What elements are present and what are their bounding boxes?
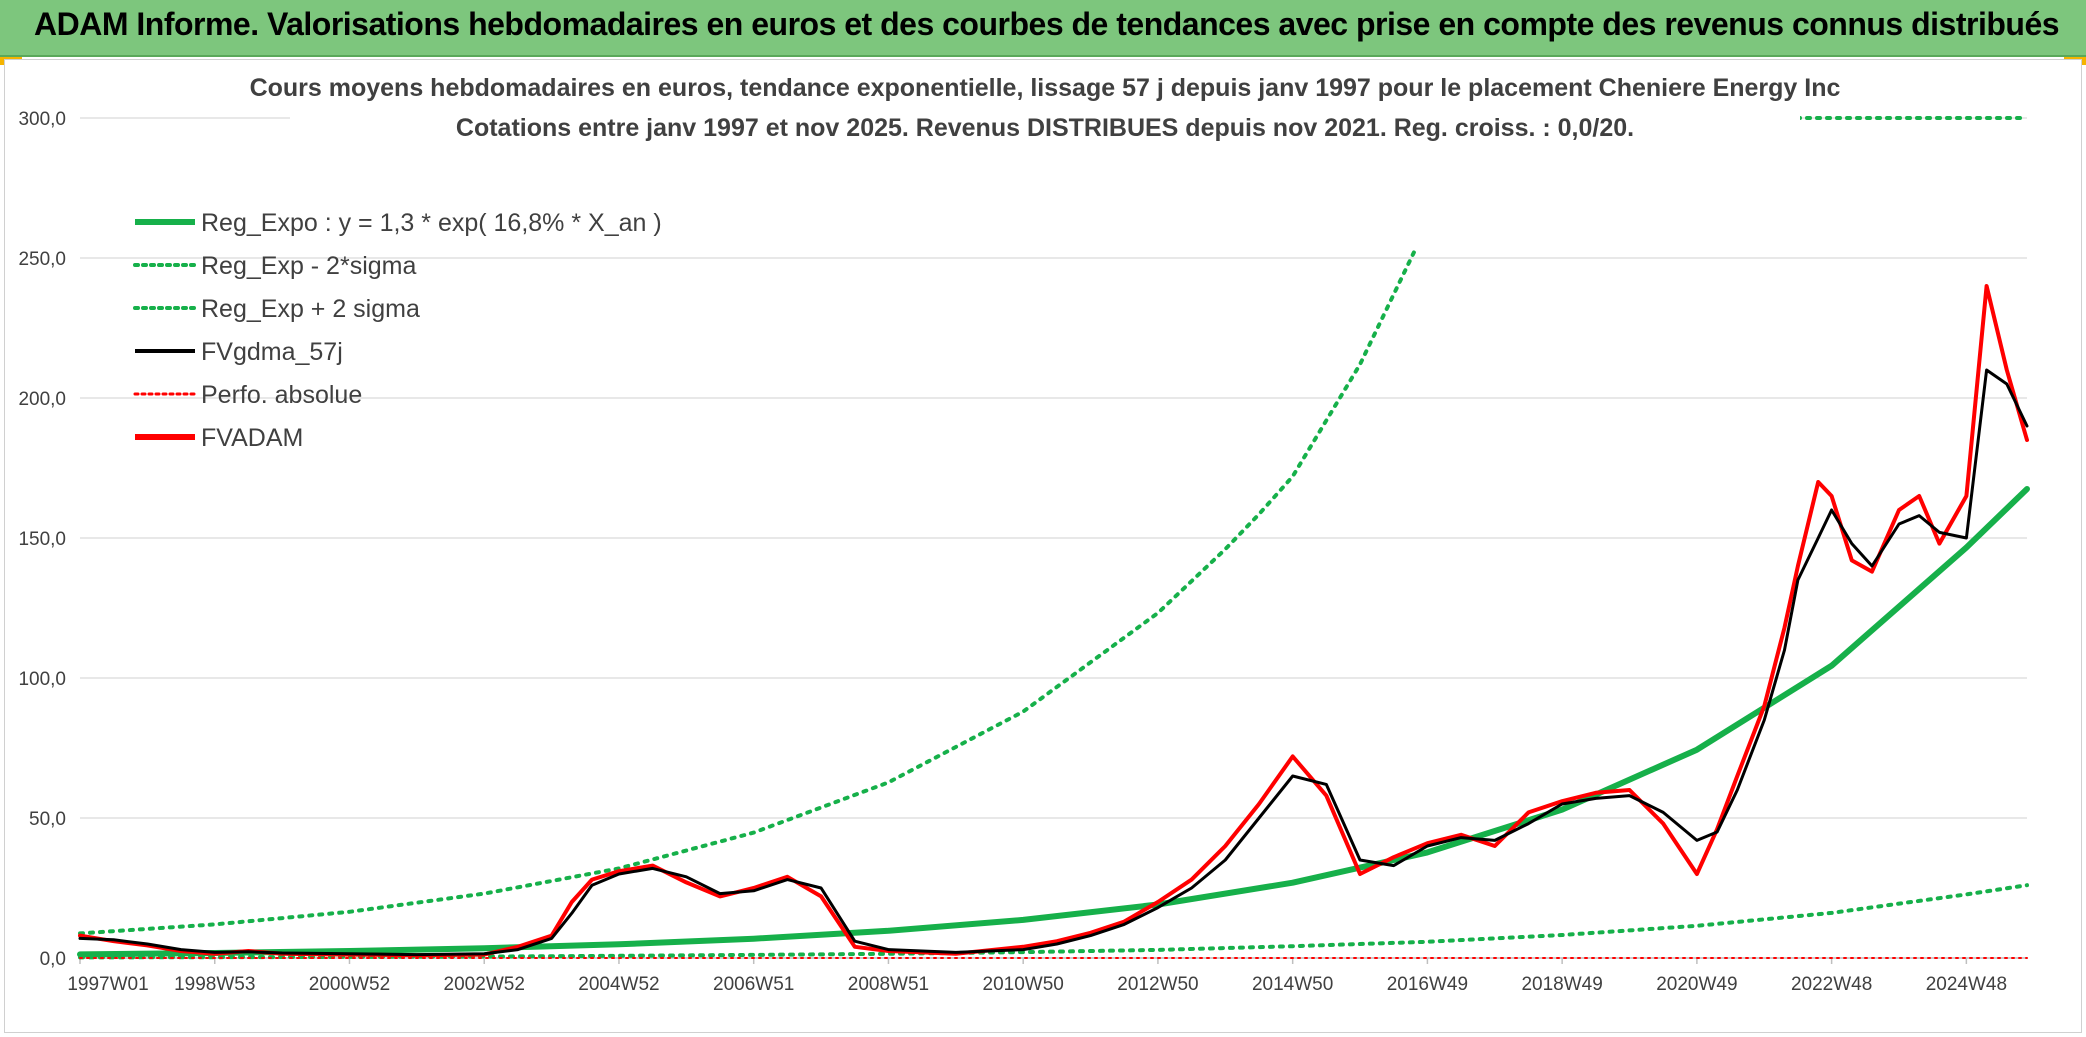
y-tick-label: 150,0 [18, 529, 66, 550]
legend-item-perfo: Perfo. absolue [133, 381, 362, 409]
y-tick-label: 250,0 [18, 249, 66, 270]
series-layer [77, 116, 2030, 960]
legend-label-fvgdma: FVgdma_57j [201, 338, 343, 366]
y-tick-label: 0,0 [40, 949, 66, 970]
legend-item-reg-exp-plus: Reg_Exp + 2 sigma [133, 295, 420, 323]
x-tick-label: 2008W51 [848, 974, 929, 995]
x-tick-label: 2006W51 [713, 974, 794, 995]
x-tick-label: 2022W48 [1791, 974, 1872, 995]
x-tick-label: 1998W53 [174, 974, 255, 995]
x-tick-label: 2018W49 [1521, 974, 1602, 995]
legend-label-perfo: Perfo. absolue [201, 381, 362, 409]
chart-grid [80, 117, 2027, 959]
legend-label-fvadam: FVADAM [201, 424, 303, 452]
chart-area: 0,0 50,0 100,0 150,0 200,0 250,0 300,0 1997W01… [4, 59, 2082, 1033]
x-tick-label: 2016W49 [1387, 974, 1468, 995]
y-tick-label: 100,0 [18, 669, 66, 690]
legend-item-fvgdma: FVgdma_57j [135, 338, 343, 366]
x-tick-label: 2010W50 [983, 974, 1064, 995]
x-tick-label: 2002W52 [444, 974, 525, 995]
legend-item-reg-expo: Reg_Expo : y = 1,3 * exp( 16,8% * X_an ) [135, 209, 662, 237]
legend-label-reg-exp-plus: Reg_Exp + 2 sigma [201, 295, 420, 323]
series-reg-exp-minus-2sigma [78, 883, 2029, 960]
chart-title-line-1: Cours moyens hebdomadaires en euros, ten… [250, 74, 1841, 102]
y-tick-label: 200,0 [18, 389, 66, 410]
x-tick-label: 2000W52 [309, 974, 390, 995]
x-tick-label: 2020W49 [1656, 974, 1737, 995]
x-axis: 1997W01 1998W53 2000W52 2002W52 2004W52 2006W… [67, 957, 2027, 995]
x-tick-label: 2004W52 [578, 974, 659, 995]
legend-label-reg-exp-minus: Reg_Exp - 2*sigma [201, 252, 416, 280]
y-tick-label: 300,0 [18, 109, 66, 130]
legend: Reg_Expo : y = 1,3 * exp( 16,8% * X_an )… [133, 209, 662, 452]
series-fvgdma-57j [78, 368, 2029, 957]
chart-title-background [290, 66, 1800, 134]
x-tick-label: 1997W01 [67, 974, 148, 995]
series-reg-exp-plus-2sigma [78, 250, 1416, 936]
x-tick-label: 2024W48 [1926, 974, 2007, 995]
chart-title-line-2: Cotations entre janv 1997 et nov 2025. R… [456, 114, 1634, 142]
legend-label-reg-expo: Reg_Expo : y = 1,3 * exp( 16,8% * X_an ) [201, 209, 662, 237]
y-tick-label: 50,0 [29, 809, 66, 830]
legend-item-reg-exp-minus: Reg_Exp - 2*sigma [133, 252, 416, 280]
legend-item-fvadam: FVADAM [135, 424, 303, 452]
series-reg-expo [77, 486, 2030, 958]
y-axis: 0,0 50,0 100,0 150,0 200,0 250,0 300,0 [18, 109, 66, 970]
x-tick-label: 2014W50 [1252, 974, 1333, 995]
chart-title: Cours moyens hebdomadaires en euros, ten… [250, 66, 1841, 142]
x-tick-label: 2012W50 [1117, 974, 1198, 995]
page-title: ADAM Informe. Valorisations hebdomadaire… [34, 6, 2060, 42]
header-bar: ADAM Informe. Valorisations hebdomadaire… [0, 0, 2086, 57]
series-fvadam [78, 284, 2029, 958]
chart-svg: 0,0 50,0 100,0 150,0 200,0 250,0 300,0 1997W01… [18, 66, 2030, 995]
